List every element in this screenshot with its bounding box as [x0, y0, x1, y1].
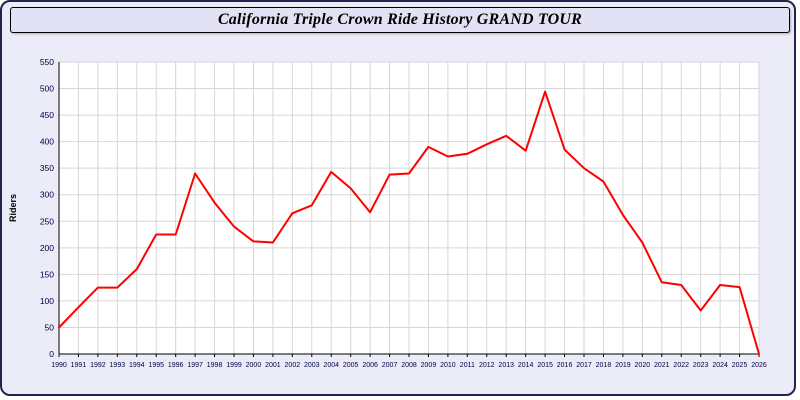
x-tick-label: 2011: [460, 362, 475, 369]
y-tick-label: 550: [40, 57, 54, 67]
x-tick-label: 2012: [479, 362, 495, 369]
x-tick-label: 2003: [304, 362, 320, 369]
x-tick-label: 2023: [693, 362, 709, 369]
title-bar: California Triple Crown Ride History GRA…: [10, 7, 790, 33]
y-tick-label: 100: [40, 296, 54, 306]
y-tick-label: 150: [40, 269, 54, 279]
x-tick-label: 2005: [343, 362, 359, 369]
x-tick-label: 1994: [129, 362, 145, 369]
x-tick-label: 2020: [635, 362, 651, 369]
chart-container: 0 50 100 150 200 250 300 350 400 450 500 550 1990 199…: [2, 38, 794, 394]
x-tick-label: 2024: [712, 362, 728, 369]
x-tick-label: 2018: [596, 362, 612, 369]
x-tick-label: 2013: [498, 362, 514, 369]
x-tick-label: 1990: [51, 362, 67, 369]
y-tick-label: 450: [40, 110, 54, 120]
chart-svg: 0 50 100 150 200 250 300 350 400 450 500 550 1990 199…: [8, 57, 767, 369]
x-tick-label: 2007: [382, 362, 398, 369]
x-tick-label: 2026: [751, 362, 767, 369]
x-tick-label: 1997: [187, 362, 203, 369]
y-tick-label: 500: [40, 84, 54, 94]
x-tick-label: 2014: [518, 362, 534, 369]
y-tick-label: 400: [40, 137, 54, 147]
y-axis-title: Riders: [8, 194, 18, 222]
data-series-line: [58, 90, 760, 355]
x-tick-label: 2022: [673, 362, 689, 369]
x-tick-label: 2019: [615, 362, 631, 369]
x-tick-label: 1992: [90, 362, 106, 369]
x-tick-label: 2021: [654, 362, 670, 369]
x-tick-label: 2002: [285, 362, 301, 369]
x-tick-label: 2009: [421, 362, 437, 369]
x-tick-label: 1995: [148, 362, 164, 369]
y-tick-label: 350: [40, 163, 54, 173]
x-tick-label: 2010: [440, 362, 456, 369]
x-tick-label: 1996: [168, 362, 184, 369]
y-tick-label: 300: [40, 190, 54, 200]
x-tick-label: 2025: [732, 362, 748, 369]
y-tick-label: 200: [40, 243, 54, 253]
x-tick-label: 1998: [207, 362, 223, 369]
x-tick-label: 2015: [537, 362, 553, 369]
x-tick-label: 1991: [71, 362, 87, 369]
x-tick-label: 2017: [576, 362, 592, 369]
x-tick-label: 2016: [557, 362, 573, 369]
chart-title: California Triple Crown Ride History GRA…: [217, 11, 583, 28]
x-tick-label: 1993: [110, 362, 126, 369]
x-tick-label: 2004: [323, 362, 339, 369]
x-tick-label: 2006: [362, 362, 378, 369]
y-tick-label: 250: [40, 216, 54, 226]
y-tick-label: 0: [49, 349, 54, 359]
y-tick-label: 50: [45, 322, 55, 332]
x-tick-label: 2000: [246, 362, 262, 369]
x-tick-label: 2001: [265, 362, 281, 369]
x-tick-label: 1999: [226, 362, 242, 369]
x-tick-label: 2008: [401, 362, 417, 369]
